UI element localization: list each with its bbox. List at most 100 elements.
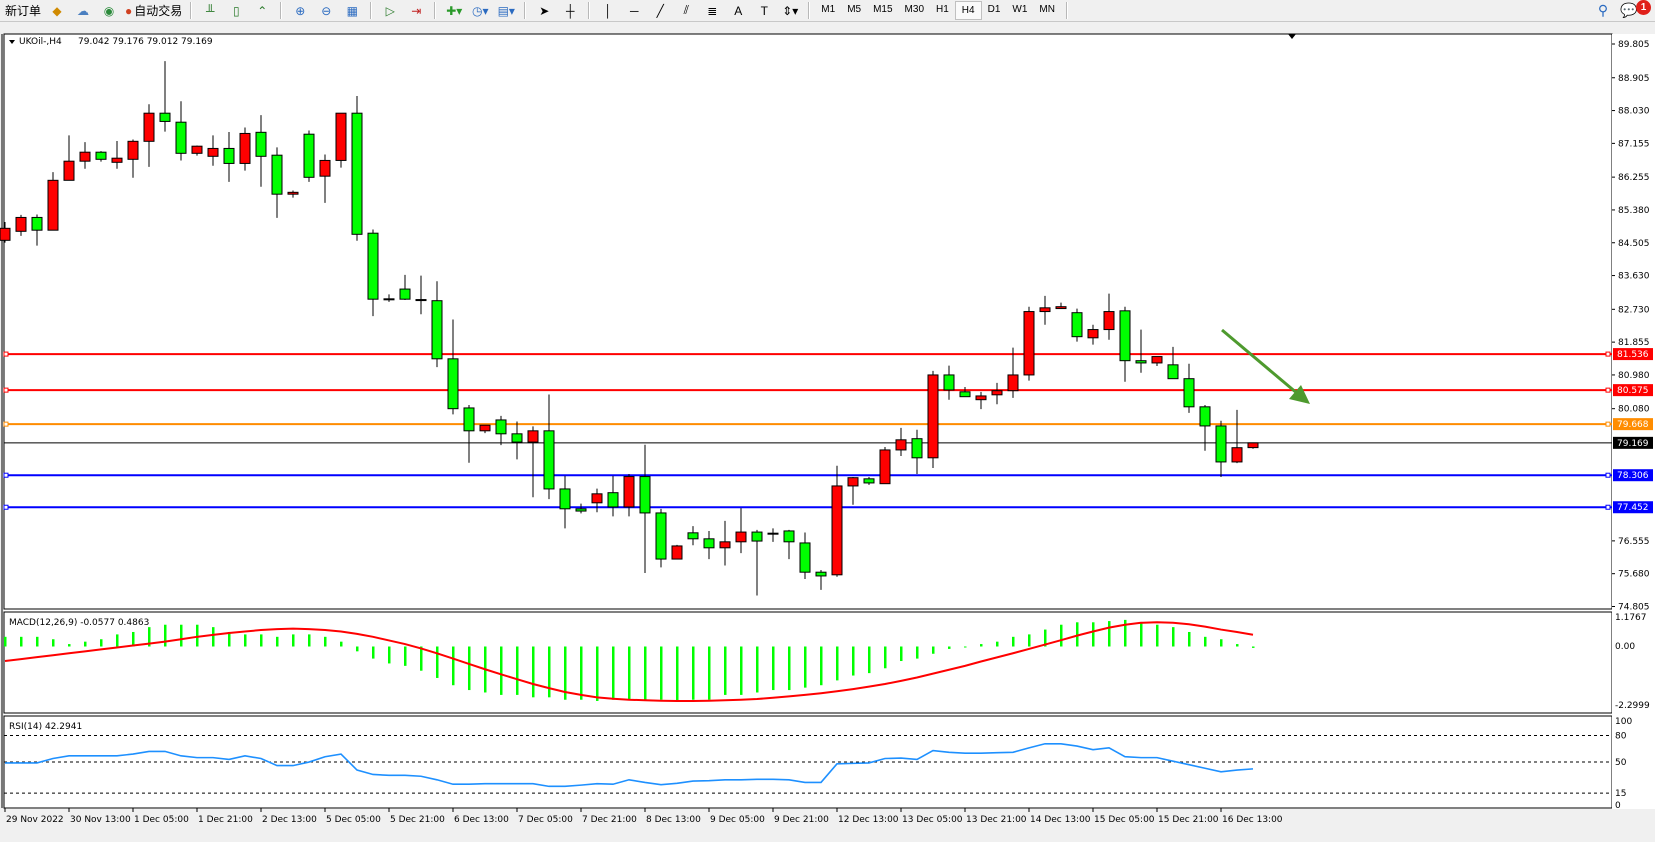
candle-body [191, 145, 203, 154]
candle [911, 429, 923, 474]
time-axis-label: 30 Nov 13:00 [70, 815, 131, 825]
vertical-line-icon[interactable]: │ [604, 3, 613, 18]
macd-axis-label: 1.1767 [1615, 613, 1647, 623]
timeframe-m15-button[interactable]: M15 [873, 4, 893, 15]
cursor-icon[interactable]: ➤ [539, 3, 550, 18]
candlestick-icon[interactable]: ▯ [232, 3, 240, 18]
timeframe-d1-button[interactable]: D1 [987, 4, 1001, 15]
tile-windows-icon[interactable]: ▦ [346, 3, 358, 18]
candle [607, 475, 619, 517]
price-axis-label: 82.730 [1618, 305, 1650, 315]
macd-histogram-bar [996, 641, 999, 647]
macd-histogram-bar [548, 646, 551, 698]
new-order-button[interactable]: 新订单 [5, 4, 42, 18]
text-icon[interactable]: A [734, 3, 743, 18]
candle [127, 139, 139, 178]
timeframe-m5-button[interactable]: M5 [847, 4, 862, 15]
bar-chart-icon[interactable]: ╨ [206, 3, 215, 18]
time-axis-label: 1 Dec 21:00 [198, 815, 253, 825]
candle [703, 530, 715, 560]
macd-histogram-bar [36, 636, 39, 647]
candle [751, 529, 763, 596]
candle-body [767, 532, 779, 535]
level-handle [1605, 504, 1611, 510]
navigator-icon[interactable]: ☁ [77, 3, 90, 18]
candle-body [79, 151, 91, 162]
candle-body [31, 216, 43, 231]
timeframe-m30-button[interactable]: M30 [904, 4, 924, 15]
price-axis-label: 86.255 [1618, 173, 1650, 183]
candle [1071, 308, 1083, 342]
text-label-icon[interactable]: T [760, 3, 768, 18]
candle-body [751, 531, 763, 542]
macd-histogram-bar [868, 646, 871, 674]
chart-window[interactable]: 89.805 88.905 88.030 87.155 86.255 85.380 84.5… [0, 22, 1655, 842]
timeframe-m1-button[interactable]: M1 [821, 4, 836, 15]
toolbar-separator [808, 2, 811, 19]
candle [479, 424, 491, 434]
candle [191, 145, 203, 156]
macd-histogram-bar [196, 624, 199, 647]
auto-scroll-icon[interactable]: ▷ [385, 3, 395, 18]
candle-body [1071, 312, 1083, 338]
macd-histogram-bar [468, 646, 471, 691]
candle [1007, 347, 1019, 398]
equidistant-channel-icon[interactable]: ⫽ [683, 3, 689, 17]
arrows-icon[interactable]: ⇕▾ [782, 3, 799, 18]
timeframe-w1-button[interactable]: W1 [1012, 4, 1028, 15]
search-icon[interactable]: ⚲ [1597, 2, 1609, 18]
periods-icon[interactable]: ◷▾ [472, 3, 489, 18]
timeframe-mn-button[interactable]: MN [1039, 4, 1055, 15]
candle [95, 151, 107, 162]
candle-body [1087, 329, 1099, 339]
line-chart-icon[interactable]: ⌃ [257, 3, 268, 18]
candle [719, 520, 731, 566]
level-handle [1605, 421, 1611, 427]
fibonacci-icon[interactable]: ≣ [707, 3, 718, 18]
chat-icon[interactable]: 💬 [1620, 2, 1638, 18]
price-axis-label: 81.855 [1618, 338, 1650, 348]
zoom-out-icon[interactable]: ⊖ [321, 3, 332, 18]
candle [319, 154, 331, 203]
macd-histogram-bar [820, 646, 823, 686]
chart-shift-icon[interactable]: ⇥ [411, 3, 422, 18]
macd-histogram-bar [948, 646, 951, 649]
macd-histogram-bar [356, 646, 359, 652]
candle-body [143, 112, 155, 142]
timeframe-h1-button[interactable]: H1 [936, 4, 949, 15]
level-price-label: 78.306 [1617, 471, 1649, 481]
trendline-icon[interactable]: ╱ [656, 3, 664, 18]
horizontal-line-icon[interactable]: ─ [630, 3, 639, 18]
indicators-icon[interactable]: ✚▾ [446, 3, 463, 18]
candle-body [911, 438, 923, 459]
candle-body [95, 151, 107, 160]
level-price-label: 80.575 [1617, 386, 1649, 396]
macd-histogram-bar [772, 646, 775, 691]
macd-histogram-bar [1124, 619, 1127, 647]
auto-trading-button[interactable]: ● 自动交易 [125, 3, 183, 19]
time-axis-label: 5 Dec 21:00 [390, 815, 445, 825]
candle-body [207, 147, 219, 157]
market-watch-icon[interactable]: ◆ [52, 3, 62, 18]
candle [815, 569, 827, 590]
signals-icon[interactable]: ◉ [103, 3, 115, 18]
level-handle [3, 351, 9, 357]
candle [223, 131, 235, 182]
candle-body [1183, 378, 1195, 408]
macd-histogram-bar [692, 646, 695, 700]
notification-badge[interactable]: 1 [1636, 0, 1651, 15]
candle-body [703, 538, 715, 549]
bid-price-tag [1613, 436, 1653, 449]
zoom-in-icon[interactable]: ⊕ [295, 3, 306, 18]
level-handle [3, 421, 9, 427]
candle [111, 140, 123, 169]
toolbar-separator [524, 2, 527, 19]
candle-body [175, 121, 187, 154]
macd-histogram-bar [1220, 639, 1223, 647]
templates-icon[interactable]: ▤▾ [497, 3, 515, 18]
crosshair-icon[interactable]: ┼ [566, 3, 575, 18]
time-axis-label: 13 Dec 05:00 [902, 815, 963, 825]
timeframe-h4-button[interactable]: H4 [954, 1, 982, 20]
candle [143, 104, 155, 167]
macd-histogram-bar [1172, 627, 1175, 647]
